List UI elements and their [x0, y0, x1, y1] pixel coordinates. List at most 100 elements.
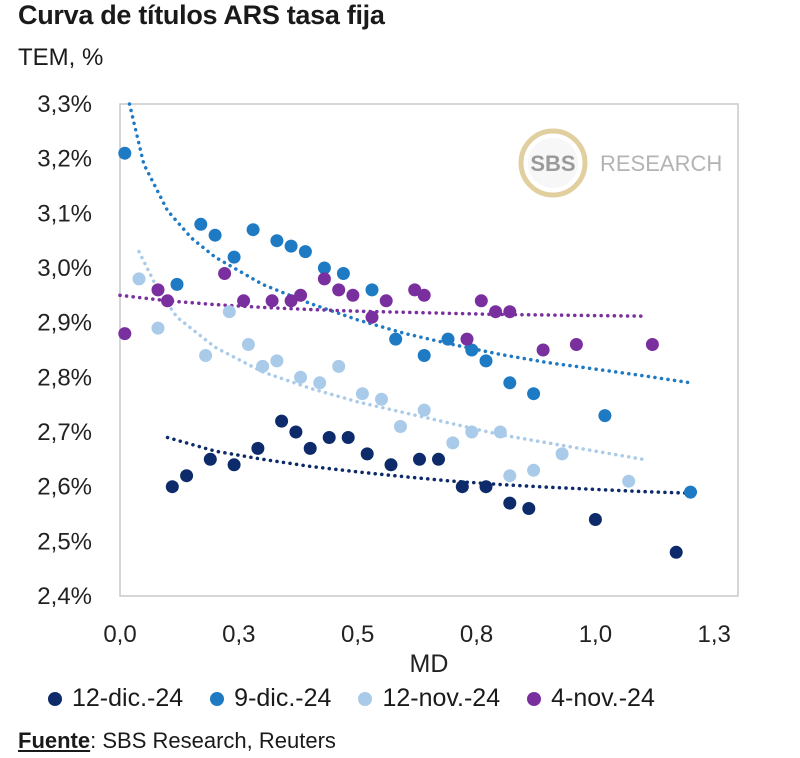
- legend-marker: [210, 691, 225, 706]
- series-9-dic-24: [118, 146, 697, 499]
- data-point: [479, 480, 493, 494]
- data-point: [313, 376, 327, 390]
- data-point: [384, 458, 398, 472]
- data-point: [332, 359, 346, 373]
- data-point: [455, 480, 469, 494]
- data-point: [465, 425, 479, 439]
- data-point: [375, 392, 388, 406]
- trend-lines: [118, 102, 693, 495]
- y-tick-label: 3,0%: [37, 255, 92, 282]
- y-axis-label: TEM, %: [18, 44, 104, 71]
- data-point: [208, 228, 222, 242]
- data-point: [360, 447, 374, 461]
- x-tick-label: 0,3: [222, 621, 255, 648]
- data-point: [118, 146, 132, 160]
- data-point: [536, 343, 550, 357]
- data-point: [332, 283, 346, 297]
- data-point: [527, 463, 541, 477]
- data-point: [413, 452, 426, 466]
- data-point: [246, 223, 260, 237]
- data-point: [417, 349, 431, 362]
- data-point: [222, 305, 236, 319]
- data-point: [256, 359, 270, 373]
- data-point: [389, 332, 403, 346]
- data-point: [365, 283, 379, 297]
- y-tick-label: 2,8%: [37, 364, 92, 391]
- data-point: [298, 245, 312, 259]
- data-point: [237, 294, 251, 308]
- data-point: [165, 480, 179, 494]
- data-point: [503, 496, 517, 510]
- data-point: [151, 321, 165, 335]
- data-point: [341, 431, 355, 444]
- y-tick-label: 2,4%: [37, 583, 92, 610]
- data-point: [251, 441, 265, 455]
- data-point: [289, 425, 303, 439]
- data-point: [446, 436, 460, 450]
- data-point: [284, 239, 298, 253]
- data-point: [294, 370, 308, 384]
- data-point: [379, 294, 393, 308]
- watermark-text: RESEARCH: [600, 151, 722, 176]
- series-12-dic-24: [165, 414, 683, 559]
- data-point: [346, 288, 360, 302]
- data-point: [465, 343, 479, 357]
- x-tick-label: 1,0: [579, 621, 612, 648]
- data-point: [151, 283, 165, 297]
- legend-marker: [358, 691, 373, 706]
- data-point: [503, 305, 517, 319]
- trend-line-12-dic-24: [165, 435, 693, 495]
- data-point: [294, 288, 308, 302]
- data-point: [317, 261, 331, 275]
- source-note: Fuente: SBS Research, Reuters: [18, 728, 336, 754]
- data-point: [569, 338, 583, 351]
- y-tick-label: 2,6%: [37, 474, 92, 501]
- data-point: [417, 288, 431, 302]
- legend-label: 12-nov.-24: [382, 684, 501, 712]
- legend-item: 4-nov.-24: [527, 684, 655, 713]
- data-point: [199, 349, 213, 362]
- y-tick-label: 2,5%: [37, 528, 92, 555]
- plot-area: [119, 103, 739, 597]
- data-point: [218, 267, 232, 280]
- data-point: [365, 310, 379, 324]
- y-tick-label: 3,1%: [37, 200, 92, 227]
- data-point: [460, 332, 474, 346]
- y-tick-label: 2,9%: [37, 310, 92, 337]
- data-point: [194, 217, 208, 231]
- legend-label: 4-nov.-24: [551, 684, 655, 712]
- data-point: [317, 272, 331, 286]
- series-4-nov-24: [118, 267, 659, 357]
- data-point: [394, 420, 407, 433]
- data-point: [645, 338, 659, 351]
- y-tick-label: 2,7%: [37, 419, 92, 446]
- data-point: [355, 387, 369, 401]
- watermark-inner: [528, 138, 578, 188]
- data-point: [180, 469, 194, 483]
- y-axis: 2,4% 2,5% 2,6% 2,7% 2,8% 2,9% 3,0% 3,1% 3,2% 3,3%: [37, 91, 92, 610]
- data-point: [622, 474, 636, 488]
- data-point: [474, 294, 488, 308]
- x-axis: 0,0 0,3 0,5 0,8 1,0 1,3: [103, 621, 731, 648]
- data-point: [322, 431, 336, 444]
- data-point: [170, 277, 184, 291]
- trend-line-9-dic-24: [127, 102, 693, 385]
- scatter-chart: 2,4% 2,5% 2,6% 2,7% 2,8% 2,9% 3,0% 3,1% 3,2% 3,3%…: [37, 91, 739, 678]
- data-point: [503, 376, 517, 390]
- data-point: [270, 354, 284, 368]
- data-point: [241, 338, 255, 351]
- data-point: [522, 502, 536, 515]
- y-tick-label: 3,2%: [37, 146, 92, 173]
- source-label: Fuente: [18, 728, 91, 753]
- data-point: [441, 332, 455, 346]
- data-point: [669, 545, 683, 559]
- data-point: [489, 305, 503, 319]
- data-point: [417, 403, 431, 417]
- sbs-research-watermark: SBS RESEARCH: [518, 128, 722, 198]
- data-point: [336, 267, 350, 280]
- x-axis-title: MD: [410, 650, 449, 678]
- data-point: [303, 441, 317, 455]
- y-tick-label: 3,3%: [37, 91, 92, 118]
- data-point: [227, 458, 241, 472]
- trend-line-12-nov-24: [137, 249, 645, 462]
